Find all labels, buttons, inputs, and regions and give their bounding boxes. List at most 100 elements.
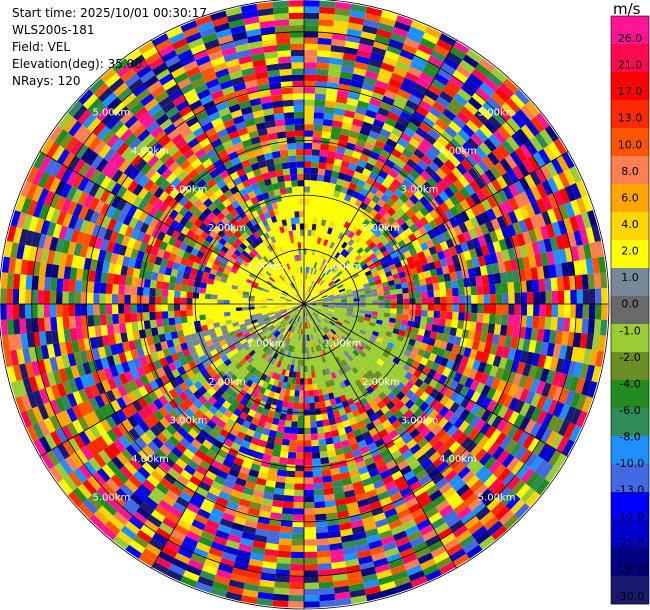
velocity-gate [408,26,425,38]
velocity-gate [394,234,403,244]
velocity-gate [408,309,416,316]
velocity-gate [63,328,72,342]
velocity-gate [257,379,265,387]
velocity-gate [392,273,400,280]
velocity-gate [77,402,89,417]
velocity-gate [50,277,58,291]
velocity-gate [123,431,136,445]
velocity-gate [282,313,289,318]
velocity-gate [214,275,222,282]
velocity-gate [382,387,392,397]
velocity-gate [469,321,477,332]
velocity-gate [224,264,233,272]
velocity-gate [464,286,472,296]
velocity-gate [233,377,242,386]
velocity-gate [160,340,169,350]
velocity-gate [295,452,304,459]
velocity-gate [155,296,162,304]
velocity-gate [240,326,248,332]
velocity-gate [534,132,549,149]
velocity-gate [273,352,279,360]
velocity-gate [235,416,245,426]
velocity-gate [366,377,375,386]
velocity-gate [313,268,318,276]
velocity-gate [101,432,114,447]
velocity-gate [304,545,317,552]
velocity-gate [536,328,545,342]
velocity-gate [205,234,214,244]
velocity-gate [564,185,576,202]
velocity-gate [335,237,342,245]
velocity-gate [359,37,375,47]
velocity-gate [334,296,341,300]
velocity-gate [569,166,582,183]
velocity-gate [133,239,142,251]
velocity-gate [304,49,318,57]
velocity-gate [321,282,327,288]
velocity-gate [121,235,131,247]
velocity-gate [246,513,259,523]
velocity-gate [519,143,533,159]
velocity-gate [278,457,288,465]
velocity-gate [260,307,268,311]
velocity-gate [534,227,544,242]
velocity-gate [268,313,276,318]
velocity-gate [359,250,367,258]
velocity-gate [381,362,390,371]
velocity-gate [257,319,265,325]
velocity-gate [113,438,126,453]
velocity-gate [266,363,273,371]
velocity-gate [406,344,414,352]
velocity-gate [403,126,416,138]
velocity-gate [345,495,357,505]
velocity-gate [254,306,261,310]
velocity-gate [460,199,471,211]
velocity-gate [310,274,314,281]
velocity-gate [291,304,298,306]
velocity-gate [309,186,317,193]
velocity-gate [511,479,526,495]
velocity-gate [424,395,435,406]
velocity-gate [346,168,356,177]
velocity-gate [349,389,357,398]
velocity-gate [405,99,419,111]
velocity-gate [163,205,174,217]
velocity-gate [233,325,241,331]
velocity-gate [402,519,417,531]
velocity-gate [259,414,268,422]
velocity-gate [313,236,319,244]
velocity-gate [412,486,426,498]
velocity-gate [305,285,307,292]
velocity-gate [312,275,317,282]
velocity-gate [369,500,382,511]
velocity-gate [339,205,347,214]
velocity-gate [122,213,133,226]
velocity-gate [306,292,309,299]
velocity-gate [118,304,125,314]
velocity-gate [142,202,154,215]
velocity-gate [310,365,315,372]
velocity-gate [440,130,454,143]
velocity-gate [174,385,184,396]
velocity-gate [316,324,321,331]
velocity-gate [288,310,294,315]
velocity-gate [328,322,335,328]
velocity-gate [124,350,133,362]
velocity-gate [499,158,512,173]
velocity-gate [373,557,389,568]
velocity-gate [381,164,392,174]
velocity-gate [378,307,385,313]
velocity-gate [325,324,332,331]
velocity-gate [570,392,582,409]
velocity-gate [396,293,404,300]
velocity-gate [317,432,326,440]
velocity-gate [384,547,400,558]
velocity-gate [357,179,366,188]
velocity-gate [353,244,361,252]
velocity-gate [83,337,92,351]
velocity-gate [187,321,195,329]
velocity-gate [341,122,353,131]
velocity-gate [475,201,487,214]
velocity-gate [413,83,428,95]
velocity-gate [277,325,284,332]
